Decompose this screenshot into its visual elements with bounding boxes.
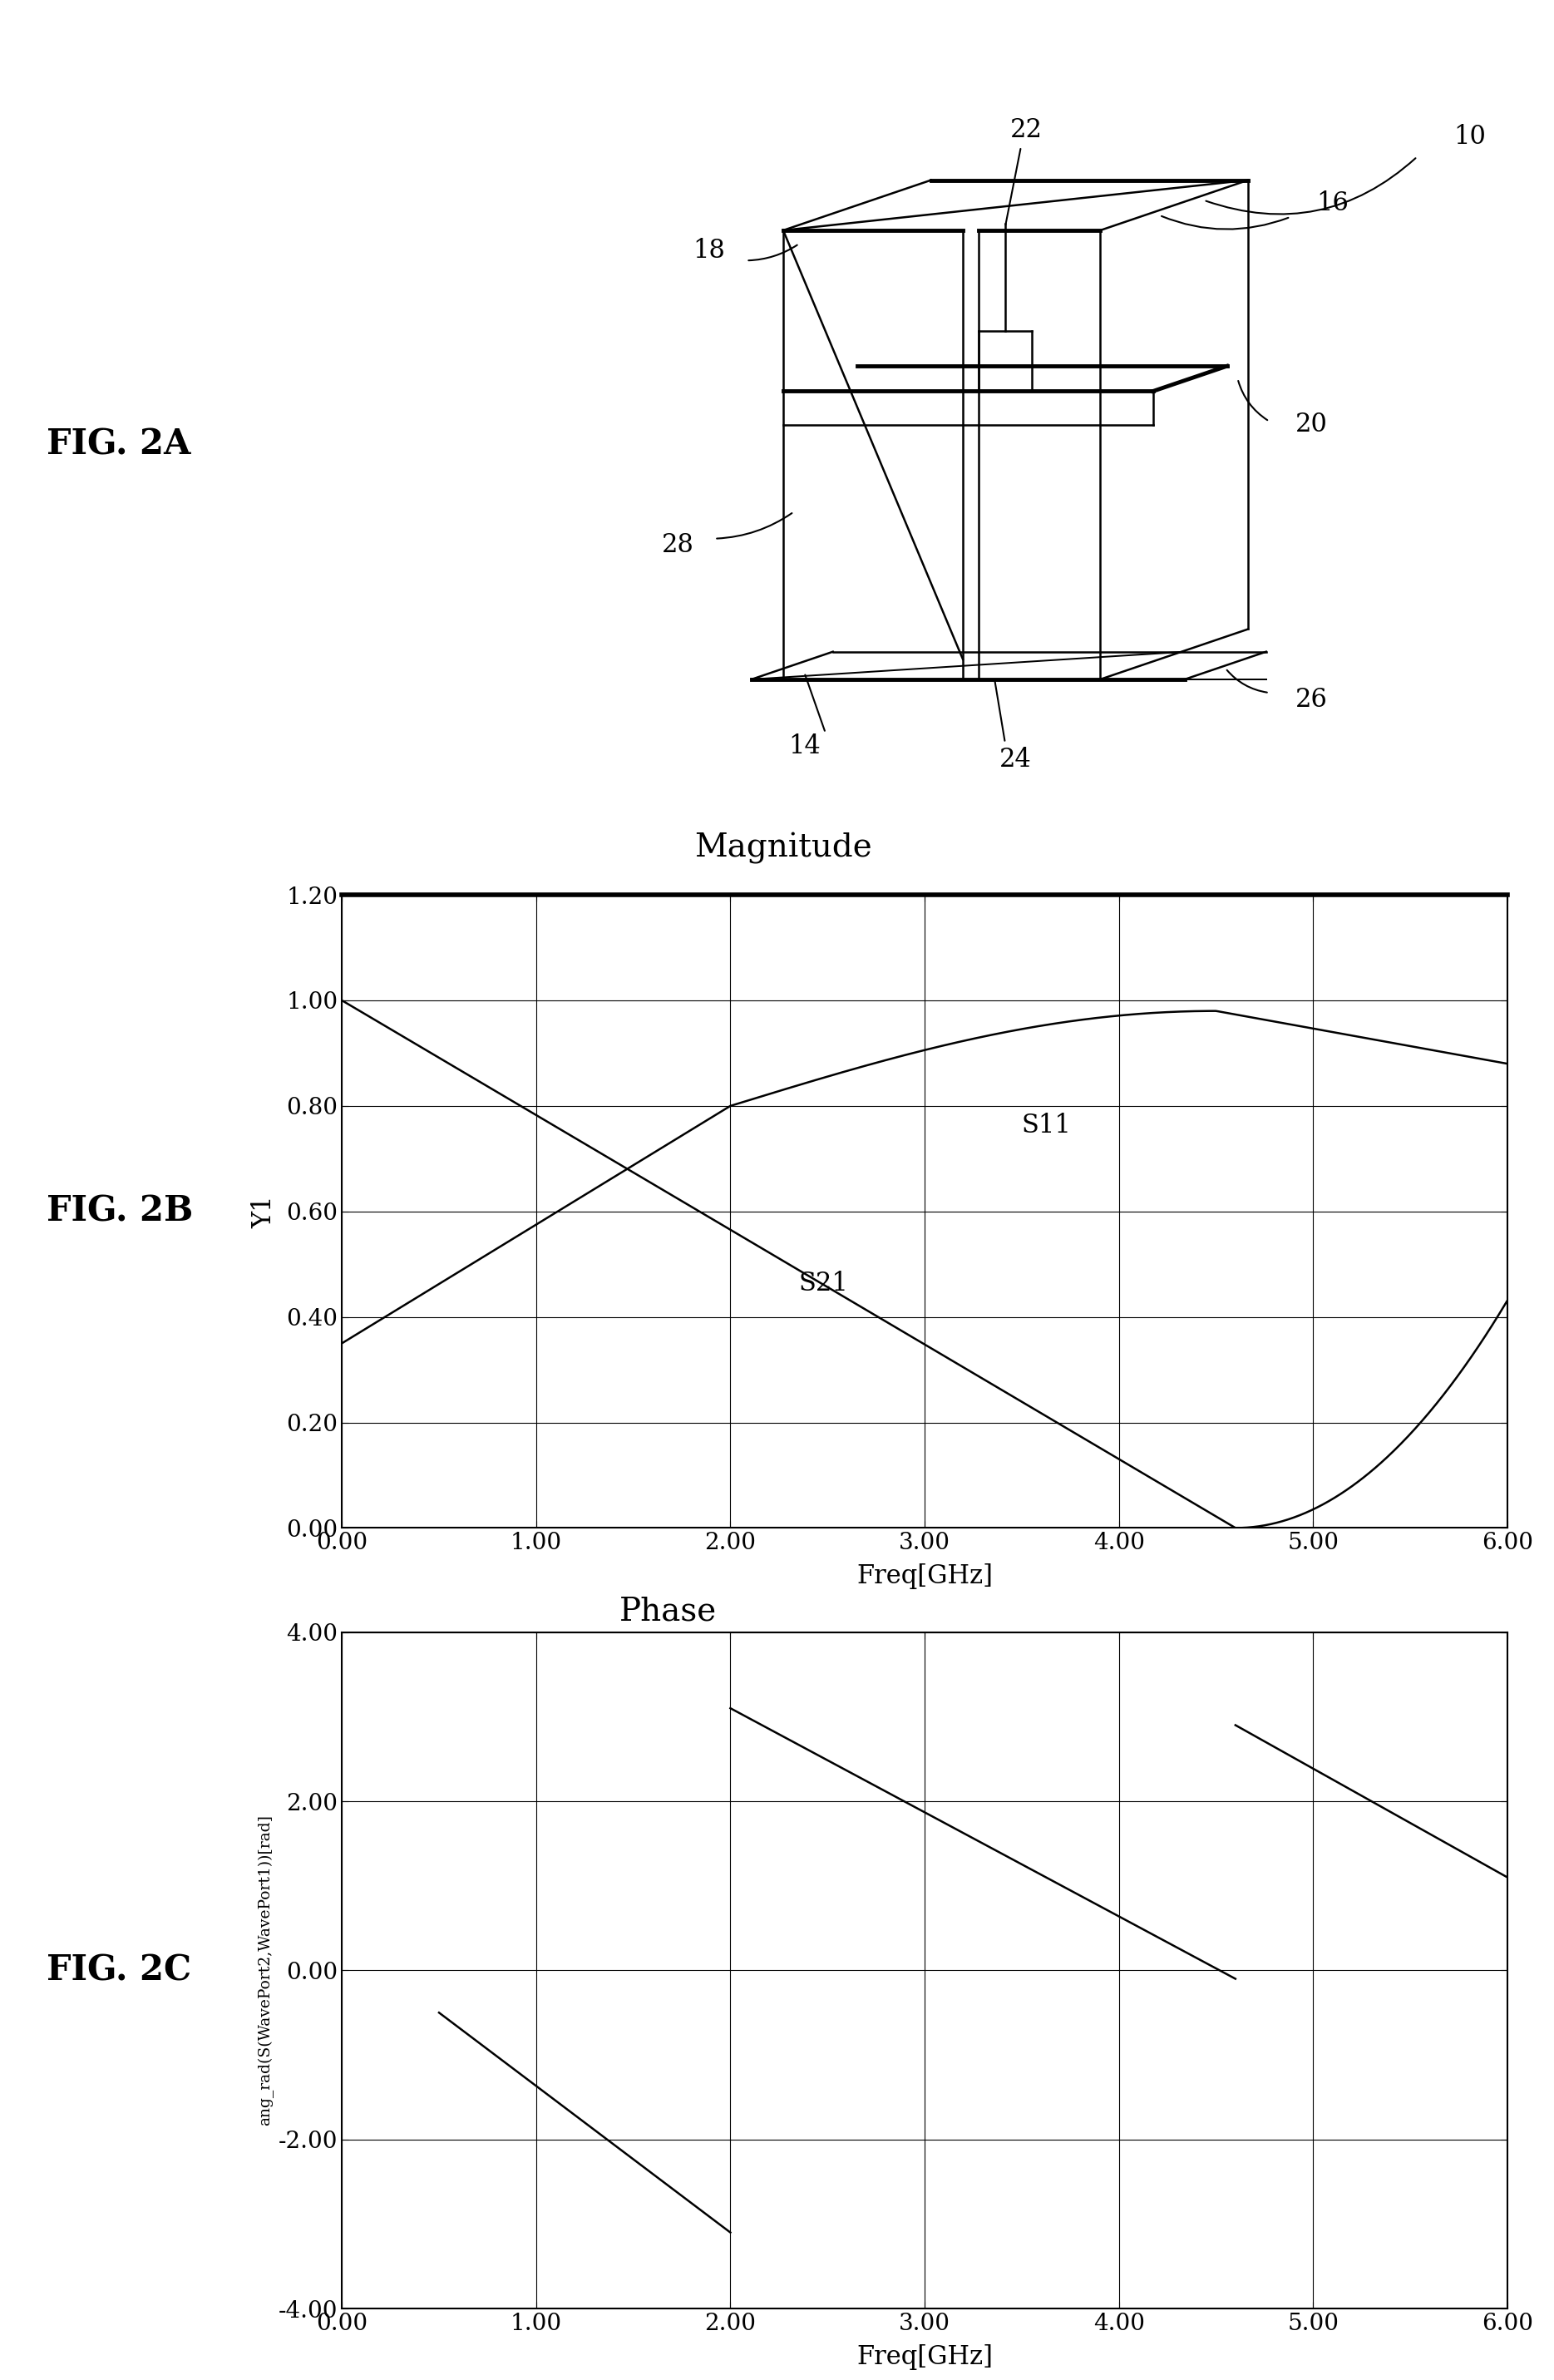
Text: FIG. 2B: FIG. 2B	[47, 1195, 193, 1228]
Text: Magnitude: Magnitude	[695, 833, 872, 864]
Text: 28: 28	[662, 533, 693, 559]
Y-axis label: ang_rad(S(WavePort2,WavePort1))[rad]: ang_rad(S(WavePort2,WavePort1))[rad]	[258, 1816, 274, 2125]
Text: FIG. 2A: FIG. 2A	[47, 428, 191, 462]
Text: S11: S11	[1023, 1111, 1072, 1138]
Text: 26: 26	[1296, 685, 1327, 712]
X-axis label: Freq[GHz]: Freq[GHz]	[856, 2344, 993, 2370]
X-axis label: Freq[GHz]: Freq[GHz]	[856, 1564, 993, 1590]
Text: 22: 22	[1010, 117, 1043, 143]
Text: 14: 14	[788, 733, 821, 759]
Text: 16: 16	[1316, 190, 1349, 217]
Text: 24: 24	[999, 747, 1032, 774]
Text: Phase: Phase	[620, 1597, 716, 1626]
Text: 18: 18	[693, 238, 726, 264]
Text: 20: 20	[1296, 412, 1327, 438]
Text: 10: 10	[1455, 124, 1486, 150]
Text: S21: S21	[799, 1271, 848, 1297]
Y-axis label: Y1: Y1	[252, 1195, 277, 1228]
Text: FIG. 2C: FIG. 2C	[47, 1954, 191, 1987]
